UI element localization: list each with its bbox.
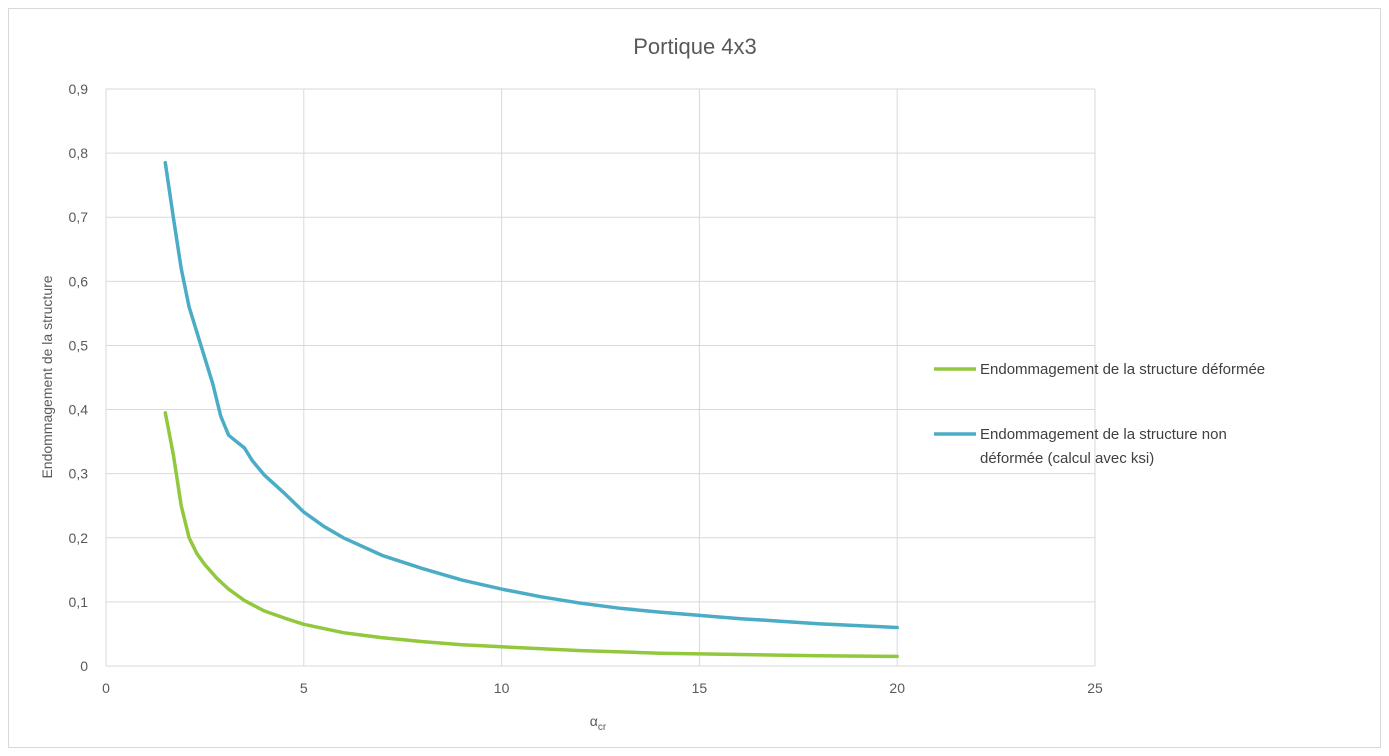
legend-label: Endommagement de la structure déformée bbox=[980, 361, 1265, 378]
grid bbox=[105, 88, 1096, 667]
x-tick-label: 15 bbox=[692, 680, 708, 696]
y-tick-label: 0,5 bbox=[69, 337, 89, 353]
series-line-1 bbox=[163, 411, 899, 659]
x-tick-label: 25 bbox=[1087, 680, 1103, 696]
legend-entry-2: Endommagement de la structure non déformé… bbox=[934, 426, 1227, 467]
y-tick-label: 0,6 bbox=[69, 273, 89, 289]
x-tick-label: 5 bbox=[300, 680, 308, 696]
y-axis-title: Endommagement de la structure bbox=[39, 275, 55, 478]
legend-entry-1: Endommagement de la structure déformée bbox=[934, 361, 1265, 378]
chart-title: Portique 4x3 bbox=[633, 34, 757, 59]
series-lines bbox=[163, 160, 899, 659]
x-axis-title-sub: cr bbox=[598, 722, 607, 733]
legend: Endommagement de la structure déformée En… bbox=[934, 361, 1265, 467]
x-tick-label: 10 bbox=[494, 680, 510, 696]
y-tick-label: 0,8 bbox=[69, 145, 89, 161]
y-tick-label: 0,3 bbox=[69, 466, 89, 482]
x-axis-title-main: α bbox=[590, 713, 598, 729]
y-tick-label: 0,7 bbox=[69, 209, 89, 225]
y-tick-label: 0 bbox=[80, 658, 88, 674]
y-tick-labels: 0 0,1 0,2 0,3 0,4 0,5 0,6 0,7 0,8 0,9 bbox=[69, 81, 89, 674]
legend-label: déformée (calcul avec ksi) bbox=[980, 450, 1154, 467]
x-tick-labels: 0 5 10 15 20 25 bbox=[102, 680, 1103, 696]
legend-label: Endommagement de la structure non bbox=[980, 426, 1227, 443]
y-tick-label: 0,9 bbox=[69, 81, 89, 97]
y-tick-label: 0,2 bbox=[69, 530, 89, 546]
x-tick-label: 20 bbox=[889, 680, 905, 696]
y-tick-label: 0,4 bbox=[69, 402, 89, 418]
y-tick-label: 0,1 bbox=[69, 594, 89, 610]
x-tick-label: 0 bbox=[102, 680, 110, 696]
x-axis-title: αcr bbox=[590, 713, 607, 733]
series-line-2 bbox=[163, 160, 899, 630]
chart-frame bbox=[8, 8, 1381, 748]
